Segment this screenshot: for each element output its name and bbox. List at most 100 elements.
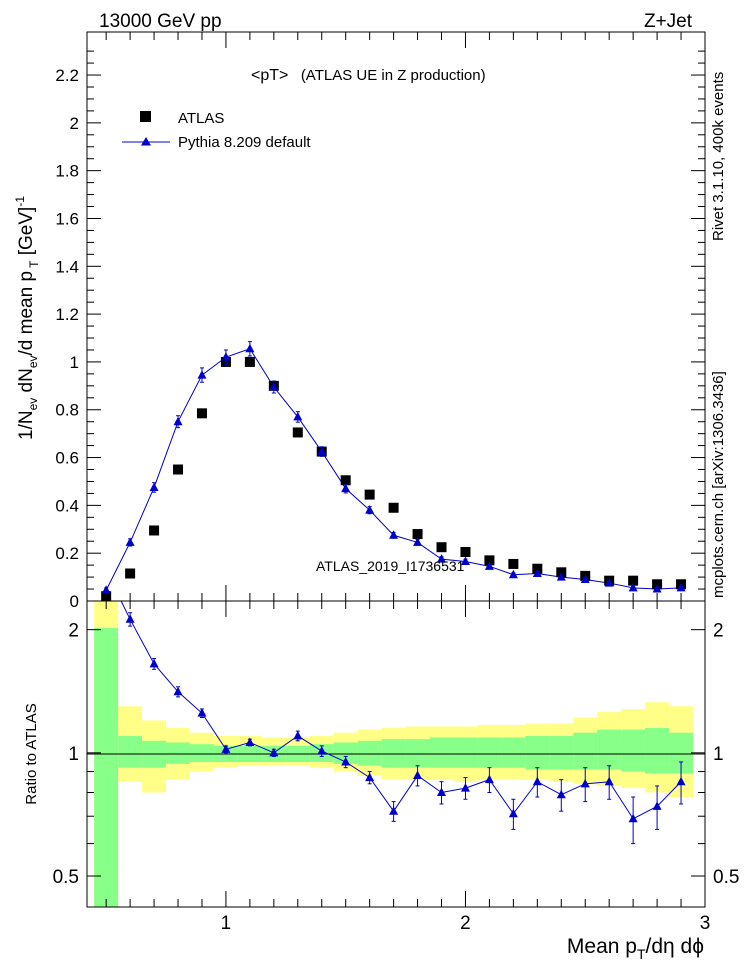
ratio-ytick-label: 0.5	[53, 867, 79, 888]
ratio-point	[484, 774, 494, 784]
legend-pythia-marker	[141, 137, 151, 146]
ratio-point	[628, 813, 638, 823]
ratio-ytick-label: 2	[68, 621, 79, 642]
ratio-band-green	[549, 735, 574, 770]
ratio-point	[604, 776, 614, 786]
pythia-point	[437, 554, 447, 563]
main-ytick-label: 0	[70, 592, 79, 611]
main-ytick-label: 0.2	[55, 544, 79, 563]
main-ytick-label: 1	[70, 353, 79, 372]
ratio-ylabel: Ratio to ATLAS	[23, 703, 40, 804]
atlas-point	[388, 502, 399, 513]
ratio-point	[532, 776, 542, 786]
atlas-point	[436, 542, 447, 553]
atlas-point	[149, 525, 160, 536]
pythia-point	[628, 582, 638, 592]
ratio-point	[676, 776, 686, 786]
ratio-point	[508, 808, 518, 818]
title-main: <pT>	[251, 67, 288, 84]
legend-atlas-marker	[140, 111, 151, 122]
main-ytick-label: 0.4	[55, 496, 79, 515]
ratio-point	[413, 770, 423, 780]
pythia-point	[293, 411, 303, 421]
ratio-frame	[86, 600, 706, 908]
ratio-band-green	[429, 737, 454, 768]
ratio-band-green	[525, 735, 550, 770]
pythia-point	[101, 585, 111, 594]
ratio-band-green	[573, 732, 598, 770]
ratio-point	[389, 806, 399, 815]
pythia-point	[508, 569, 518, 579]
title-sub: (ATLAS UE in Z production)	[301, 67, 486, 84]
atlas-point	[628, 575, 639, 586]
ratio-band-green	[357, 740, 382, 766]
analysis-label: ATLAS_2019_I1736531	[316, 558, 465, 574]
pythia-point	[197, 370, 207, 379]
ratio-point	[437, 787, 447, 796]
atlas-point	[364, 489, 375, 500]
ratio-ytick-label-right: 2	[713, 621, 724, 642]
ratio-point	[365, 772, 375, 782]
energy-label: 13000 GeV pp	[99, 11, 222, 32]
ratio-line-offscale	[120, 600, 131, 620]
atlas-point	[196, 408, 207, 419]
xtick-label: 3	[700, 913, 711, 934]
pythia-point	[245, 343, 255, 353]
atlas-point	[173, 464, 184, 475]
ratio-band-green	[645, 728, 670, 774]
process-label: Z+Jet	[644, 11, 693, 32]
ratio-band-green	[333, 742, 358, 764]
pythia-point	[173, 416, 183, 426]
ratio-band-green	[501, 737, 526, 768]
pythia-point	[556, 572, 566, 581]
chart-title: <pT> (ATLAS UE in Z production)	[251, 67, 486, 84]
pythia-point	[389, 530, 399, 539]
main-ytick-label: 1.6	[55, 209, 79, 228]
atlas-point	[292, 427, 303, 438]
mcplots-label: mcplots.cern.ch [arXiv:1306.3436]	[710, 371, 727, 598]
ratio-point	[317, 746, 327, 755]
atlas-point	[340, 475, 351, 486]
ratio-band-green	[118, 735, 143, 768]
legend: ATLAS Pythia 8.209 default	[122, 110, 311, 151]
ratio-ytick-label: 1	[68, 744, 79, 765]
ratio-point	[197, 708, 207, 717]
ratio-line	[129, 619, 682, 820]
ratio-point	[269, 747, 279, 757]
pythia-point	[532, 568, 542, 578]
ratio-point	[245, 737, 255, 746]
atlas-point	[508, 558, 519, 569]
ratio-point	[652, 801, 662, 810]
pythia-line	[105, 348, 682, 591]
pythia-point	[580, 574, 590, 583]
main-ytick-label: 1.8	[55, 162, 79, 181]
pythia-point	[652, 584, 662, 593]
xtick-label: 2	[460, 913, 471, 934]
pythia-point	[413, 537, 423, 546]
x-axis-label: Mean pT/dη dϕ	[567, 935, 704, 962]
ratio-band-green	[166, 742, 190, 764]
ratio-band-green	[669, 732, 694, 774]
pythia-point	[269, 382, 279, 391]
main-ytick-label: 0.6	[55, 449, 79, 468]
ratio-point	[293, 730, 303, 740]
main-ytick-label: 1.4	[55, 257, 79, 276]
ratio-ytick-label-right: 0.5	[713, 867, 739, 888]
legend-pythia-label: Pythia 8.209 default	[178, 134, 311, 151]
main-ytick-label: 1.2	[55, 305, 79, 324]
atlas-point	[125, 568, 136, 579]
pythia-point	[676, 582, 686, 592]
ratio-band-green	[405, 739, 430, 768]
ratio-band-green	[453, 737, 478, 768]
ratio-band-green	[190, 744, 214, 762]
main-ytick-label: 0.8	[55, 401, 79, 420]
ratio-panel: 0.5 0.5 1 1 2 2 Ratio to ATLAS	[23, 600, 739, 908]
atlas-point	[412, 529, 423, 540]
pythia-point	[484, 561, 494, 570]
ratio-band-green	[477, 737, 502, 768]
main-ytick-label: 2	[70, 114, 79, 133]
ratio-point	[221, 744, 231, 753]
ratio-band-green	[621, 729, 646, 772]
pythia-point	[460, 556, 470, 566]
